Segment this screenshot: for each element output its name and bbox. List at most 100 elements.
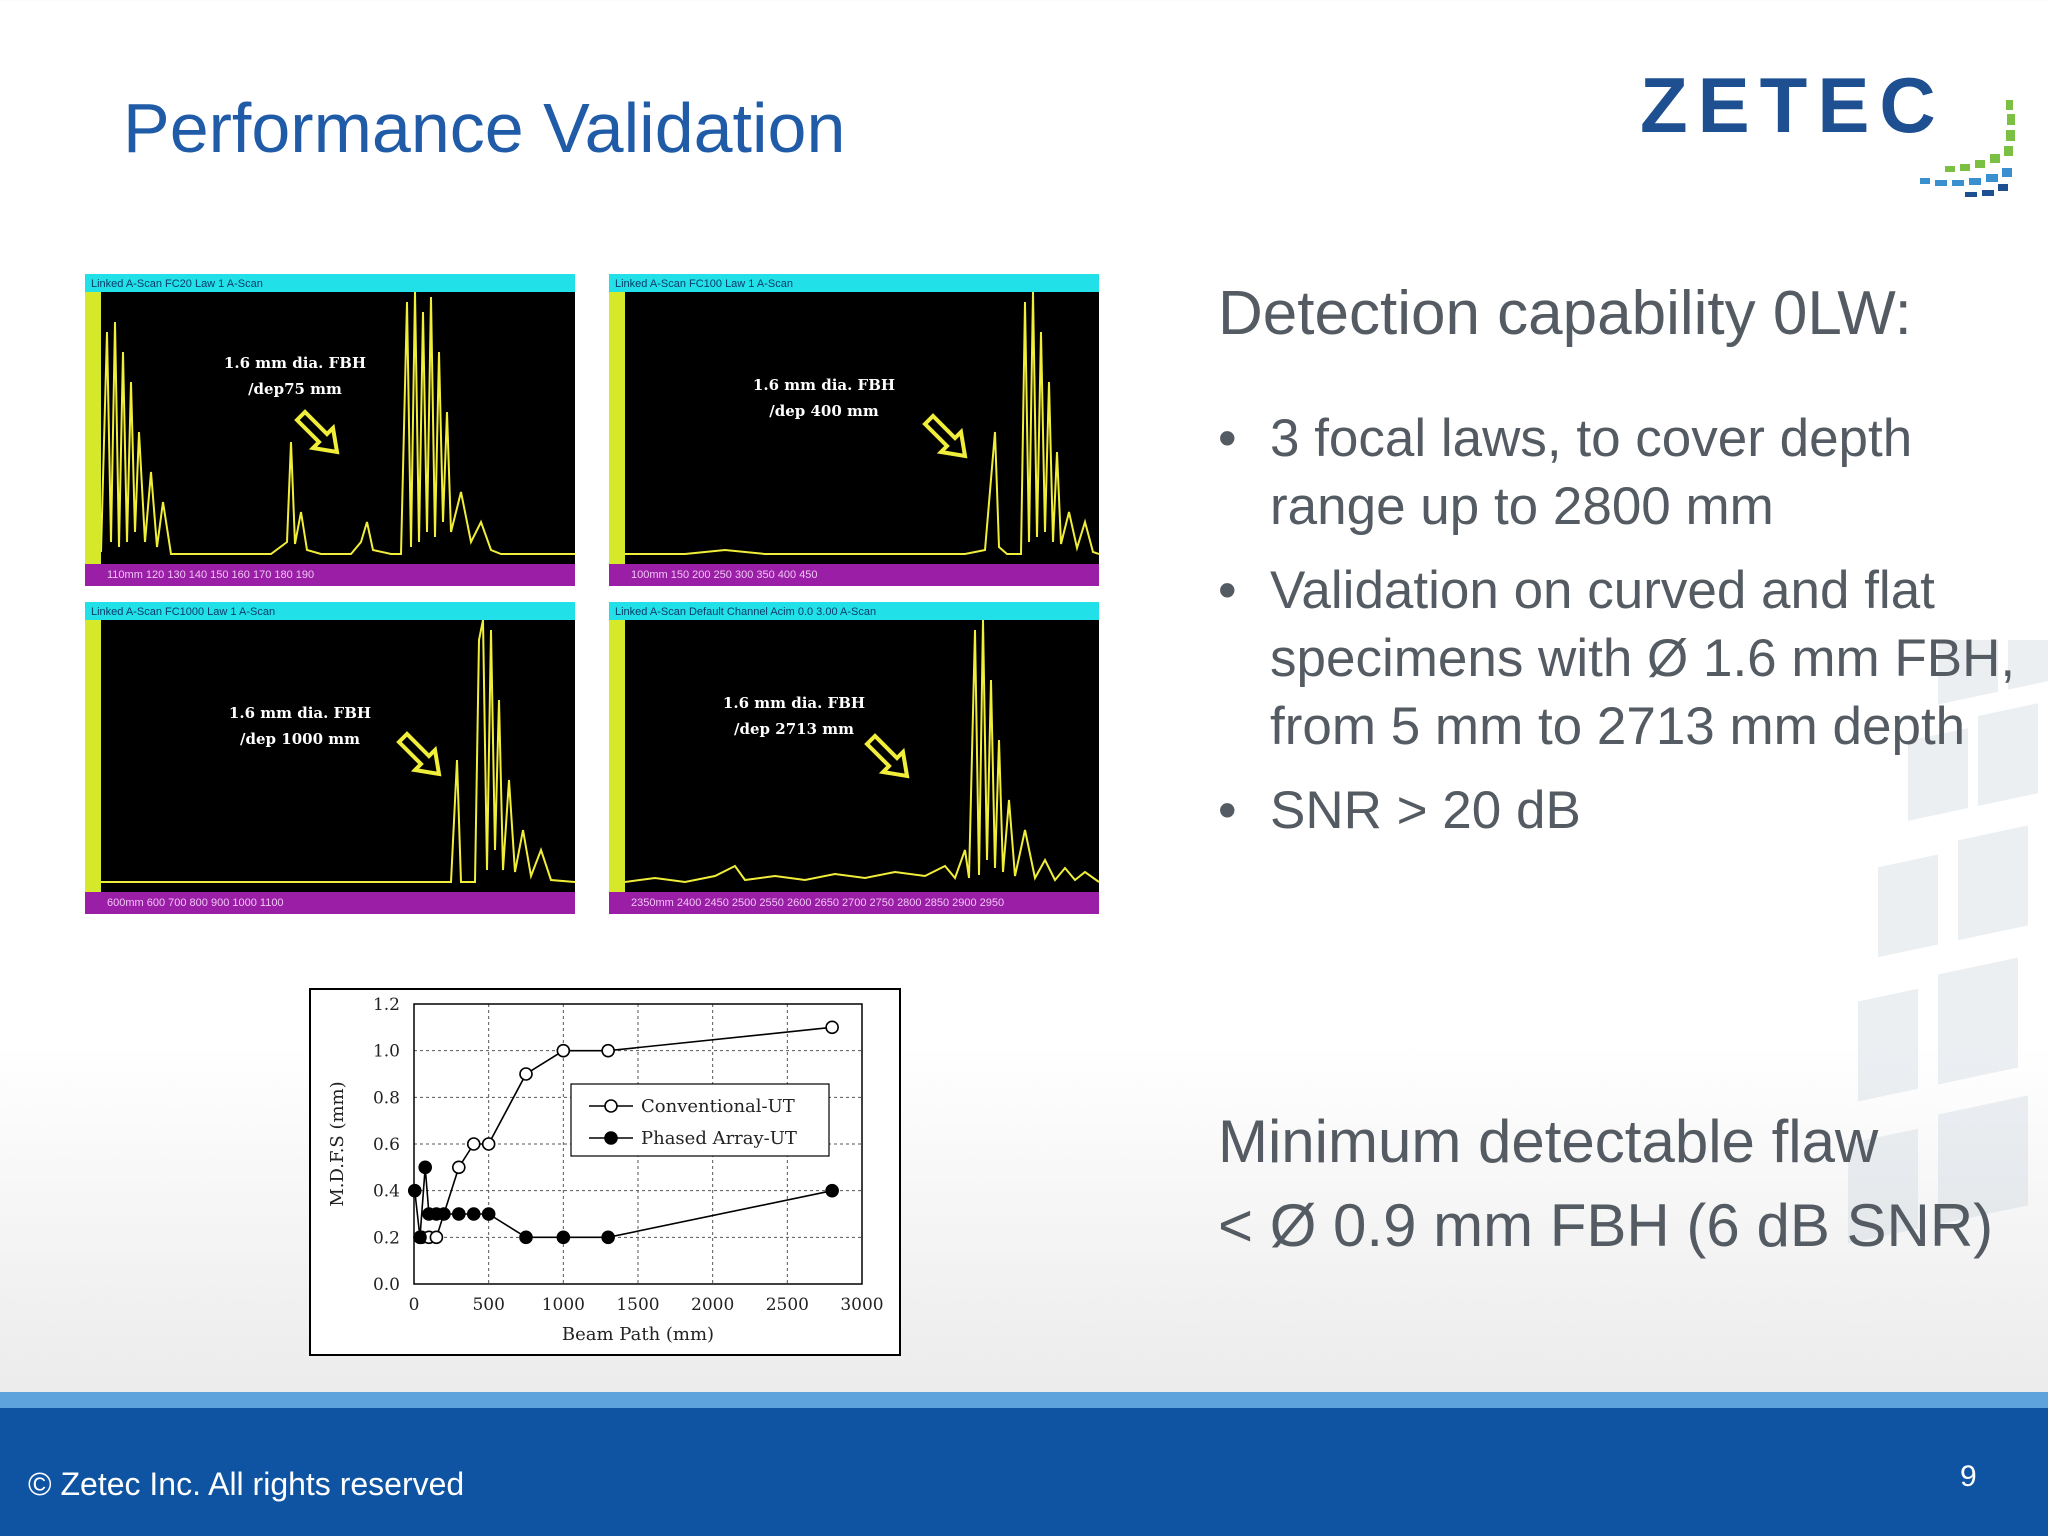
ascan-axis-labels: 110mm 120 130 140 150 160 170 180 190 xyxy=(107,569,315,581)
legend-label: Phased Array-UT xyxy=(641,1128,797,1149)
detection-bullets: • 3 focal laws, to cover depth range up t… xyxy=(1218,405,2018,861)
ascan-distance-ruler: 110mm 120 130 140 150 160 170 180 190 xyxy=(85,564,575,586)
footer-bar xyxy=(0,1408,2048,1536)
ascan-panel-1: Linked A-Scan FC20 Law 1 A-Scan 1.6 mm d… xyxy=(85,274,575,586)
y-axis-label: M.D.F.S (mm) xyxy=(327,1081,348,1206)
flaw-size-label: 1.6 mm dia. FBH xyxy=(752,376,896,394)
min-flaw-line-1: Minimum detectable flaw xyxy=(1218,1108,1879,1175)
legend-marker xyxy=(604,1131,618,1145)
data-point xyxy=(519,1067,533,1081)
arrow-icon xyxy=(396,731,442,777)
flaw-label: 1.6 mm dia. FBH/dep 2713 mm xyxy=(699,690,889,742)
y-tick-label: 1.0 xyxy=(373,1042,400,1062)
flaw-depth-label: /dep 2713 mm xyxy=(734,720,854,738)
flaw-depth-label: /dep 1000 mm xyxy=(240,730,360,748)
y-tick-label: 0.4 xyxy=(373,1182,400,1202)
ascan-axis-labels: 100mm 150 200 250 300 350 400 450 xyxy=(631,569,818,581)
ascan-amplitude-ruler xyxy=(609,292,625,564)
y-tick-label: 0.0 xyxy=(373,1275,400,1295)
ascan-signal xyxy=(625,292,1099,555)
zetec-logo: ZETEC xyxy=(1640,60,2015,220)
flaw-size-label: 1.6 mm dia. FBH xyxy=(228,704,372,722)
bullet-item: • 3 focal laws, to cover depth range up t… xyxy=(1218,405,2018,541)
ascan-axis-labels: 2350mm 2400 2450 2500 2550 2600 2650 270… xyxy=(631,897,1005,909)
data-point xyxy=(481,1137,496,1151)
data-point xyxy=(407,1183,422,1198)
flaw-size-label: 1.6 mm dia. FBH xyxy=(223,354,367,372)
data-point xyxy=(601,1230,615,1245)
data-point xyxy=(825,1183,839,1198)
data-point xyxy=(452,1207,466,1221)
bullet-marker: • xyxy=(1218,781,1237,840)
ascan-panel-3: Linked A-Scan FC1000 Law 1 A-Scan 1.6 mm… xyxy=(85,602,575,914)
flaw-size-label: 1.6 mm dia. FBH xyxy=(722,694,866,712)
y-tick-label: 0.6 xyxy=(373,1135,400,1155)
bullet-marker: • xyxy=(1218,409,1237,468)
ascan-titlebar: Linked A-Scan Default Channel Acim 0.0 3… xyxy=(609,602,1099,620)
copyright-text: © Zetec Inc. All rights reserved xyxy=(28,1466,465,1502)
x-tick-label: 3000 xyxy=(840,1295,883,1315)
data-point xyxy=(437,1207,451,1221)
x-tick-label: 1000 xyxy=(542,1295,585,1315)
bullet-text: 3 focal laws, to cover depth range up to… xyxy=(1270,409,1913,536)
data-point xyxy=(413,1230,427,1245)
ascan-titlebar: Linked A-Scan FC100 Law 1 A-Scan xyxy=(609,274,1099,292)
ascan-distance-ruler: 2350mm 2400 2450 2500 2550 2600 2650 270… xyxy=(609,892,1099,914)
page-number: 9 xyxy=(1960,1460,1977,1493)
data-point xyxy=(825,1020,839,1035)
data-point xyxy=(418,1160,432,1175)
ascan-amplitude-ruler xyxy=(85,620,101,892)
ascan-signal xyxy=(101,292,575,555)
arrow-icon xyxy=(864,733,910,779)
data-point xyxy=(556,1043,571,1058)
ascan-axis-labels: 600mm 600 700 800 900 1000 1100 xyxy=(107,897,284,909)
background-decoration xyxy=(1848,640,2048,1244)
data-point xyxy=(429,1230,444,1245)
x-tick-label: 2000 xyxy=(691,1295,734,1315)
ascan-title: Linked A-Scan FC20 Law 1 A-Scan xyxy=(91,278,263,290)
ascan-signal xyxy=(101,620,575,883)
flaw-label: 1.6 mm dia. FBH/dep 400 mm xyxy=(729,372,919,424)
data-point xyxy=(466,1137,481,1151)
footer-accent-line xyxy=(0,1392,2048,1408)
data-point xyxy=(481,1207,496,1221)
data-point xyxy=(452,1160,466,1175)
ascan-amplitude-ruler xyxy=(85,292,101,564)
min-flaw-line-2: < Ø 0.9 mm FBH (6 dB SNR) xyxy=(1218,1192,1994,1259)
ascan-panel-2: Linked A-Scan FC100 Law 1 A-Scan 1.6 mm … xyxy=(609,274,1099,586)
bullet-marker: • xyxy=(1218,561,1237,620)
data-point xyxy=(519,1230,533,1245)
legend-marker xyxy=(604,1099,618,1113)
data-point xyxy=(601,1043,615,1058)
mdfs-chart: 0 500 1000 1500 2000 2500 3000 0.0 0.2 0.4 0.6 0.8 1… xyxy=(309,988,901,1356)
flaw-depth-label: /dep 400 mm xyxy=(769,402,879,420)
bullet-item: • SNR > 20 dB xyxy=(1218,777,2018,845)
ascan-distance-ruler: 600mm 600 700 800 900 1000 1100 xyxy=(85,892,575,914)
ascan-titlebar: Linked A-Scan FC20 Law 1 A-Scan xyxy=(85,274,575,292)
arrow-icon xyxy=(922,413,968,459)
y-tick-label: 1.2 xyxy=(373,995,400,1015)
plot-frame xyxy=(413,1003,863,1285)
min-detectable-flaw: Minimum detectable flaw < Ø 0.9 mm FBH (… xyxy=(1218,1100,1993,1268)
ascan-title: Linked A-Scan FC100 Law 1 A-Scan xyxy=(615,278,793,290)
x-axis-label: Beam Path (mm) xyxy=(562,1324,714,1345)
ascan-titlebar: Linked A-Scan FC1000 Law 1 A-Scan xyxy=(85,602,575,620)
page-title: Performance Validation xyxy=(123,89,846,167)
bullet-text: SNR > 20 dB xyxy=(1270,781,1581,840)
data-point xyxy=(556,1230,571,1245)
data-point xyxy=(466,1207,481,1221)
series-line-phased-array-ut xyxy=(413,1167,833,1239)
ascan-signal xyxy=(625,620,1099,884)
y-tick-label: 0.2 xyxy=(373,1228,400,1248)
ascan-distance-ruler: 100mm 150 200 250 300 350 400 450 xyxy=(609,564,1099,586)
logo-text: ZETEC xyxy=(1640,61,1946,149)
bullet-text: Validation on curved and flat specimens … xyxy=(1270,561,2016,756)
ascan-amplitude-ruler xyxy=(609,620,625,892)
x-tick-label: 0 xyxy=(409,1295,420,1315)
logo-wave-icon xyxy=(1920,100,2015,197)
x-tick-label: 2500 xyxy=(766,1295,809,1315)
ascan-title: Linked A-Scan FC1000 Law 1 A-Scan xyxy=(91,606,276,618)
ascan-title: Linked A-Scan Default Channel Acim 0.0 3… xyxy=(615,606,877,618)
mdfs-chart-svg: 0 500 1000 1500 2000 2500 3000 0.0 0.2 0.4 0.6 0.8 1… xyxy=(327,995,884,1345)
x-tick-label: 500 xyxy=(472,1295,504,1315)
